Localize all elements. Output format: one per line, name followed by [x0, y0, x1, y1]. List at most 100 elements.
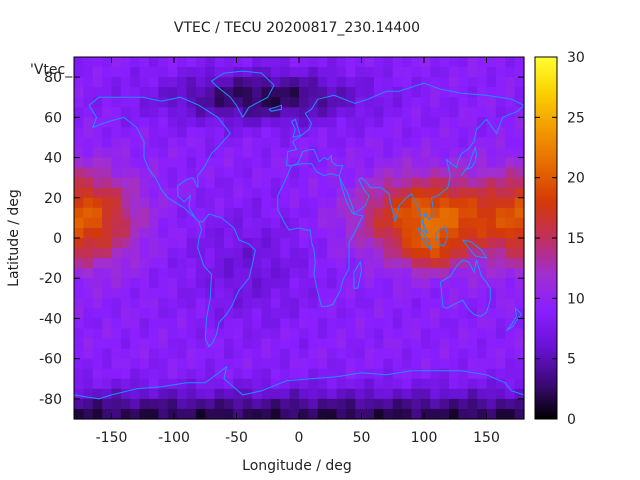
- heatmap-cell: [270, 217, 281, 229]
- heatmap-cell: [111, 127, 122, 139]
- heatmap-cell: [289, 238, 300, 249]
- heatmap-cell: [299, 207, 309, 219]
- heatmap-cell: [242, 308, 253, 320]
- heatmap-cell: [392, 408, 403, 420]
- heatmap-cell: [186, 368, 197, 380]
- heatmap-cell: [270, 368, 281, 380]
- heatmap-cell: [495, 388, 506, 400]
- heatmap-cell: [458, 177, 469, 189]
- heatmap-cell: [242, 157, 253, 169]
- heatmap-cell: [449, 87, 459, 98]
- heatmap-cell: [411, 308, 422, 320]
- heatmap-cell: [299, 338, 309, 350]
- heatmap-cell: [383, 248, 394, 259]
- heatmap-cell: [383, 388, 394, 400]
- heatmap-cell: [308, 197, 319, 209]
- heatmap-cell: [74, 318, 84, 330]
- heatmap-cell: [177, 388, 188, 400]
- heatmap-cell: [130, 217, 141, 229]
- heatmap-cell: [308, 97, 319, 108]
- heatmap-cell: [299, 137, 309, 149]
- heatmap-cell: [477, 268, 488, 279]
- heatmap-cell: [308, 227, 319, 239]
- heatmap-cell: [195, 288, 206, 299]
- heatmap-cell: [102, 248, 113, 259]
- heatmap-cell: [514, 157, 525, 169]
- heatmap-cell: [355, 87, 366, 98]
- heatmap-cell: [214, 408, 225, 420]
- heatmap-cell: [308, 77, 319, 88]
- heatmap-cell: [195, 187, 206, 199]
- heatmap-cell: [392, 197, 403, 209]
- heatmap-cell: [139, 358, 150, 370]
- heatmap-cell: [242, 207, 253, 219]
- heatmap-cell: [102, 137, 113, 149]
- heatmap-cell: [317, 248, 328, 259]
- heatmap-cell: [195, 268, 206, 279]
- heatmap-cell: [439, 97, 450, 108]
- heatmap-cell: [214, 368, 225, 380]
- heatmap-cell: [514, 278, 525, 289]
- heatmap-cell: [449, 217, 459, 229]
- heatmap-cell: [74, 217, 84, 229]
- heatmap-cell: [374, 137, 384, 149]
- heatmap-cell: [139, 408, 150, 420]
- heatmap-cell: [120, 157, 131, 169]
- heatmap-cell: [402, 368, 413, 380]
- heatmap-cell: [186, 187, 197, 199]
- heatmap-cell: [177, 67, 188, 78]
- colorbar-tick-label: 15: [567, 231, 585, 247]
- y-tick-label: 80: [44, 70, 62, 86]
- heatmap-cell: [224, 217, 234, 229]
- heatmap-cell: [327, 137, 338, 149]
- heatmap-cell: [486, 107, 497, 118]
- heatmap-cell: [177, 97, 188, 108]
- heatmap-cell: [364, 207, 375, 219]
- heatmap-cell: [214, 308, 225, 320]
- heatmap-cell: [233, 388, 244, 400]
- coastline: [417, 227, 432, 251]
- heatmap-cell: [186, 207, 197, 219]
- heatmap-cell: [308, 157, 319, 169]
- heatmap-cell: [383, 238, 394, 249]
- heatmap-cell: [383, 147, 394, 159]
- heatmap-cell: [317, 157, 328, 169]
- heatmap-cell: [392, 127, 403, 139]
- heatmap-cell: [355, 278, 366, 289]
- heatmap-cell: [505, 408, 516, 420]
- heatmap-cell: [280, 77, 291, 88]
- heatmap-cell: [336, 147, 347, 159]
- heatmap-cell: [392, 258, 403, 269]
- heatmap-cell: [92, 388, 103, 400]
- heatmap-cell: [514, 77, 525, 88]
- heatmap-cell: [167, 348, 178, 360]
- heatmap-cell: [233, 107, 244, 118]
- heatmap-cell: [270, 97, 281, 108]
- heatmap-cell: [327, 378, 338, 390]
- heatmap-cell: [420, 308, 431, 320]
- heatmap-cell: [327, 368, 338, 380]
- heatmap-cell: [205, 338, 216, 350]
- heatmap-cell: [167, 238, 178, 249]
- heatmap-cell: [514, 227, 525, 239]
- heatmap-cell: [186, 238, 197, 249]
- heatmap-cell: [345, 258, 356, 269]
- heatmap-cell: [74, 117, 84, 128]
- heatmap-cell: [270, 67, 281, 78]
- heatmap-cell: [364, 328, 375, 340]
- heatmap-cell: [111, 217, 122, 229]
- x-tick-label: -50: [225, 430, 248, 446]
- heatmap-cell: [505, 398, 516, 410]
- heatmap-cell: [120, 398, 131, 410]
- heatmap-cell: [280, 107, 291, 118]
- heatmap-cell: [111, 107, 122, 118]
- heatmap-cell: [383, 328, 394, 340]
- heatmap-cell: [111, 278, 122, 289]
- heatmap-cell: [411, 248, 422, 259]
- heatmap-cell: [345, 207, 356, 219]
- heatmap-cell: [74, 398, 84, 410]
- heatmap-cell: [336, 137, 347, 149]
- heatmap-cell: [299, 358, 309, 370]
- heatmap-cell: [336, 348, 347, 360]
- heatmap-cell: [355, 57, 366, 68]
